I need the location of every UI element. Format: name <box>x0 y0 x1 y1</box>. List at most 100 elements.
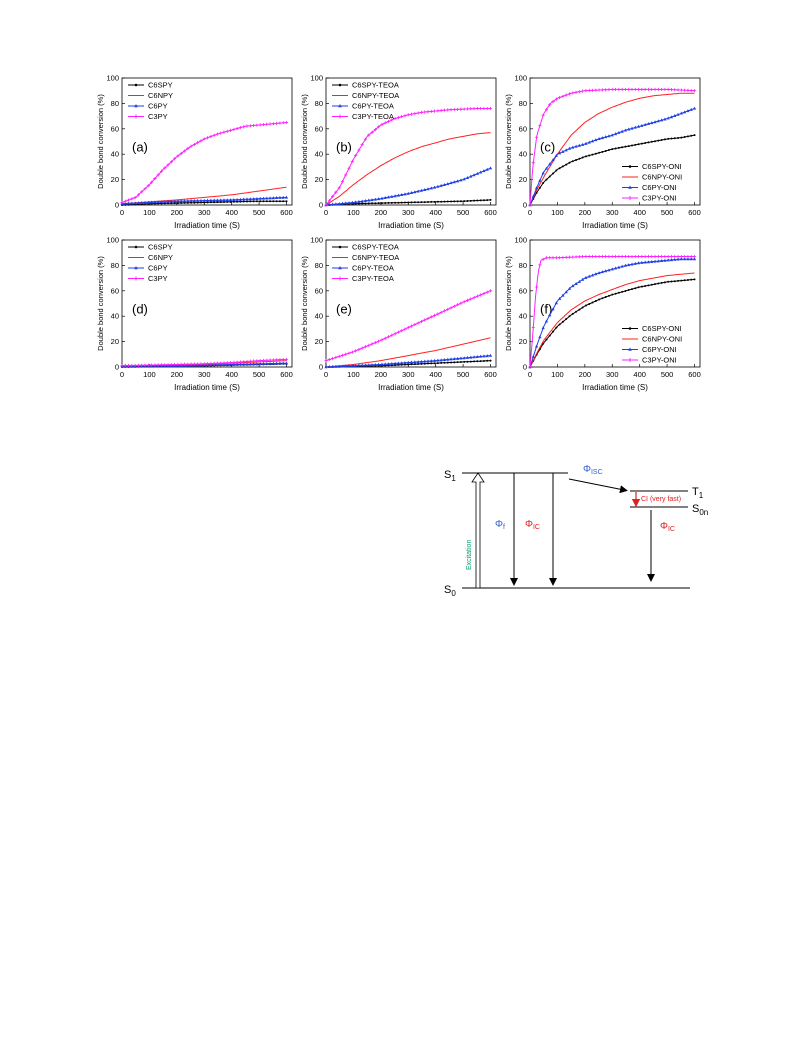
data-point <box>245 197 249 201</box>
data-point <box>548 175 551 178</box>
data-point <box>330 356 335 361</box>
data-point <box>623 87 628 92</box>
y-axis-label: Double bond conversion (%) <box>504 256 513 351</box>
x-tick-label: 100 <box>143 370 156 379</box>
data-point <box>380 122 384 127</box>
chart-panel: 0 100 200 300 400 500 600 0 20 40 60 80 100 Irradiati… <box>300 74 497 231</box>
data-point <box>252 362 256 366</box>
panel-label: (b) <box>336 140 352 155</box>
data-point <box>590 88 595 92</box>
data-point <box>571 284 575 288</box>
data-point <box>367 133 371 137</box>
x-tick-label: 400 <box>633 370 646 379</box>
data-point <box>344 201 348 205</box>
data-point <box>611 293 614 296</box>
data-point <box>669 258 674 262</box>
data-point <box>268 358 272 362</box>
x-tick-label: 100 <box>551 208 564 217</box>
data-point <box>577 255 581 259</box>
data-point <box>182 199 187 203</box>
data-point <box>400 192 404 196</box>
legend-marker <box>134 114 138 119</box>
data-point <box>630 254 634 259</box>
data-point <box>538 124 542 128</box>
data-point <box>561 320 564 323</box>
t1-label: T1 <box>692 486 704 500</box>
data-point <box>340 201 345 205</box>
data-point <box>367 198 371 202</box>
data-point <box>690 278 693 281</box>
data-point <box>485 290 489 294</box>
data-point <box>465 355 470 359</box>
data-point <box>476 199 479 202</box>
data-point <box>199 201 202 204</box>
data-point <box>623 263 628 267</box>
data-point <box>574 90 578 94</box>
data-point <box>617 146 620 149</box>
y-tick-label: 20 <box>111 175 119 184</box>
data-point <box>594 88 598 92</box>
data-point <box>400 329 404 333</box>
data-point <box>660 254 664 259</box>
data-point <box>452 107 456 112</box>
data-point <box>673 257 677 261</box>
data-point <box>614 147 617 150</box>
data-point <box>192 362 196 366</box>
data-point <box>371 202 374 205</box>
data-point <box>327 365 331 369</box>
data-point <box>269 200 272 203</box>
data-point <box>400 361 404 365</box>
y-tick-label: 80 <box>519 99 527 108</box>
y-tick-label: 40 <box>111 312 119 321</box>
data-point <box>591 301 594 304</box>
data-point <box>452 357 456 361</box>
data-point <box>357 363 361 367</box>
data-point <box>167 202 170 205</box>
data-point <box>275 196 279 200</box>
ci-label: CI (very fast) <box>641 496 681 503</box>
data-point <box>367 363 371 367</box>
x-tick-label: 0 <box>528 370 532 379</box>
data-point <box>643 254 647 259</box>
data-point <box>222 198 226 202</box>
data-point <box>567 255 572 259</box>
data-point <box>479 170 483 174</box>
data-point <box>248 362 252 366</box>
data-point <box>396 115 400 120</box>
data-point <box>554 301 558 305</box>
data-point <box>377 202 380 205</box>
data-point <box>590 139 595 143</box>
data-point <box>584 275 588 279</box>
data-point <box>600 270 604 274</box>
data-point <box>459 361 462 364</box>
data-point <box>176 202 179 205</box>
data-point <box>327 199 331 203</box>
data-point <box>403 201 406 204</box>
data-point <box>485 167 489 171</box>
data-point <box>450 361 453 364</box>
data-point <box>683 254 687 259</box>
data-point <box>650 259 654 263</box>
data-point <box>373 362 377 366</box>
data-point <box>190 201 193 204</box>
data-point <box>334 355 338 360</box>
data-point <box>186 199 190 203</box>
data-point <box>660 259 664 263</box>
y-tick-label: 100 <box>514 236 527 245</box>
data-point <box>482 169 486 173</box>
data-point <box>271 122 275 126</box>
x-axis-label: Irradiation time (S) <box>378 383 444 392</box>
data-point <box>555 169 558 172</box>
data-point <box>663 281 666 284</box>
data-point <box>354 349 358 353</box>
excitation-arrow-icon <box>471 472 485 589</box>
x-tick-label: 0 <box>324 208 328 217</box>
data-point <box>463 200 466 203</box>
data-point <box>558 323 561 326</box>
data-point <box>284 357 289 361</box>
data-point <box>436 184 440 188</box>
data-point <box>427 201 429 204</box>
x-tick-label: 500 <box>253 370 266 379</box>
data-point <box>126 363 131 368</box>
data-point <box>607 134 611 138</box>
